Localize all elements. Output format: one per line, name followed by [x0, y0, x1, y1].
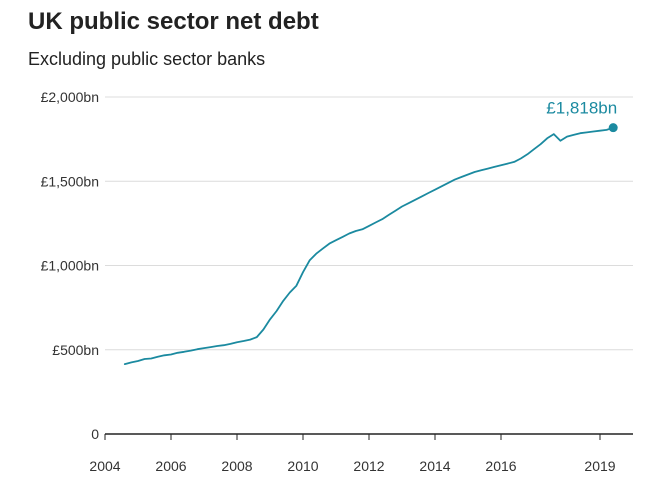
- series-line: [123, 126, 615, 365]
- x-tick-label: 2008: [221, 458, 252, 474]
- y-tick-label: £1,000bn: [41, 258, 99, 274]
- chart-subtitle: Excluding public sector banks: [28, 49, 266, 69]
- x-tick-label: 2010: [287, 458, 318, 474]
- y-tick-label: 0: [91, 426, 99, 442]
- x-tick-label: 2019: [584, 458, 615, 474]
- y-tick-label: £2,000bn: [41, 89, 99, 105]
- x-tick-label: 2012: [353, 458, 384, 474]
- x-tick-label: 2016: [485, 458, 516, 474]
- y-tick-label: £500bn: [52, 342, 99, 358]
- y-tick-label: £1,500bn: [41, 173, 99, 189]
- end-point-label: £1,818bn: [546, 99, 617, 118]
- x-tick-label: 2006: [155, 458, 186, 474]
- chart-title: UK public sector net debt: [28, 8, 319, 35]
- x-tick-label: 2014: [419, 458, 450, 474]
- labels: 0 £500bn £1,000bn £1,500bn £2,000bn 2004 2006 2…: [41, 89, 618, 474]
- series: [123, 123, 618, 365]
- end-point-marker: [608, 123, 618, 133]
- axes: [104, 433, 633, 440]
- x-tick-label: 2004: [89, 458, 120, 474]
